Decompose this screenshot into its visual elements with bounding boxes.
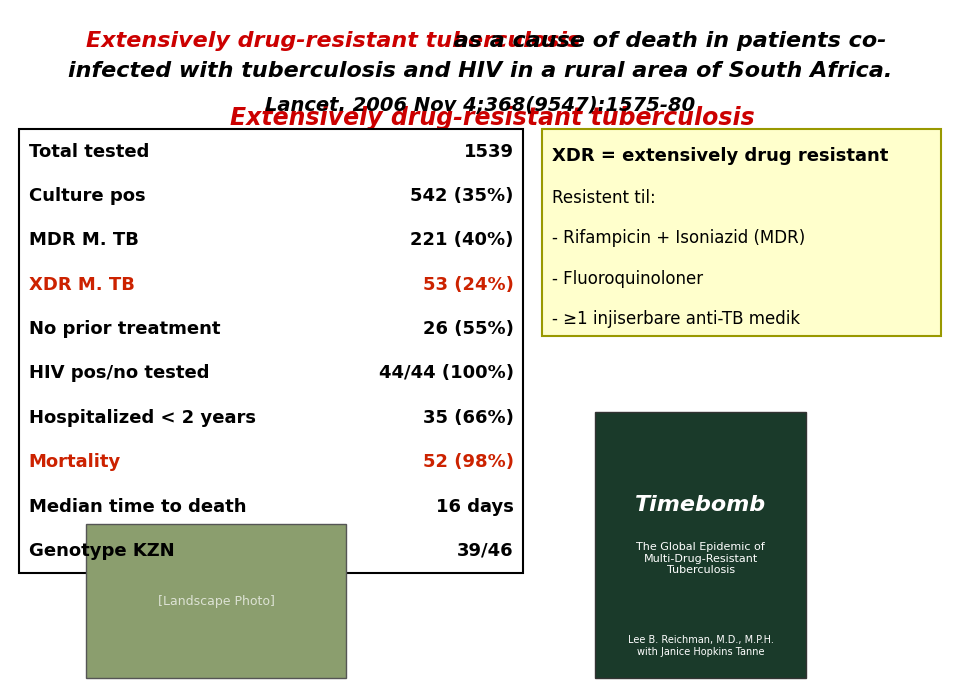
Text: 26 (55%): 26 (55%) [422, 320, 514, 338]
Text: 52 (98%): 52 (98%) [422, 453, 514, 471]
Text: Resistent til:: Resistent til: [552, 189, 656, 207]
Text: - Fluoroquinoloner: - Fluoroquinoloner [552, 270, 703, 288]
Text: MDR M. TB: MDR M. TB [29, 231, 138, 250]
Text: XDR M. TB: XDR M. TB [29, 275, 134, 294]
Text: Extensively drug-resistant tuberculosis: Extensively drug-resistant tuberculosis [229, 106, 755, 130]
Text: 53 (24%): 53 (24%) [422, 275, 514, 294]
Text: - Rifampicin + Isoniazid (MDR): - Rifampicin + Isoniazid (MDR) [552, 229, 805, 247]
Text: 542 (35%): 542 (35%) [410, 187, 514, 205]
Text: Extensively drug-resistant tuberculosis: Extensively drug-resistant tuberculosis [86, 31, 581, 52]
Text: The Global Epidemic of
Multi-Drug-Resistant
Tuberculosis: The Global Epidemic of Multi-Drug-Resist… [636, 542, 765, 575]
Text: XDR = extensively drug resistant: XDR = extensively drug resistant [552, 147, 888, 165]
Text: 16 days: 16 days [436, 498, 514, 516]
Text: HIV pos/no tested: HIV pos/no tested [29, 364, 209, 382]
Text: [Landscape Photo]: [Landscape Photo] [157, 595, 275, 607]
Text: as a cause of death in patients co-: as a cause of death in patients co- [446, 31, 887, 52]
Text: 35 (66%): 35 (66%) [422, 409, 514, 427]
Text: Median time to death: Median time to death [29, 498, 247, 516]
Text: Total tested: Total tested [29, 143, 149, 161]
Text: Mortality: Mortality [29, 453, 121, 471]
Text: Hospitalized < 2 years: Hospitalized < 2 years [29, 409, 255, 427]
Text: Lancet. 2006 Nov 4;368(9547):1575-80: Lancet. 2006 Nov 4;368(9547):1575-80 [265, 96, 695, 115]
Text: infected with tuberculosis and HIV in a rural area of South Africa.: infected with tuberculosis and HIV in a … [68, 61, 892, 81]
Text: No prior treatment: No prior treatment [29, 320, 220, 338]
Text: Genotype KZN: Genotype KZN [29, 542, 175, 560]
Text: Lee B. Reichman, M.D., M.P.H.
with Janice Hopkins Tanne: Lee B. Reichman, M.D., M.P.H. with Janic… [628, 635, 774, 657]
Text: - ≥1 injiserbare anti-TB medik: - ≥1 injiserbare anti-TB medik [552, 310, 800, 329]
Text: 1539: 1539 [464, 143, 514, 161]
Text: Timebomb: Timebomb [636, 496, 766, 515]
Text: 44/44 (100%): 44/44 (100%) [378, 364, 514, 382]
Text: 39/46: 39/46 [457, 542, 514, 560]
Text: Culture pos: Culture pos [29, 187, 145, 205]
Text: 221 (40%): 221 (40%) [410, 231, 514, 250]
